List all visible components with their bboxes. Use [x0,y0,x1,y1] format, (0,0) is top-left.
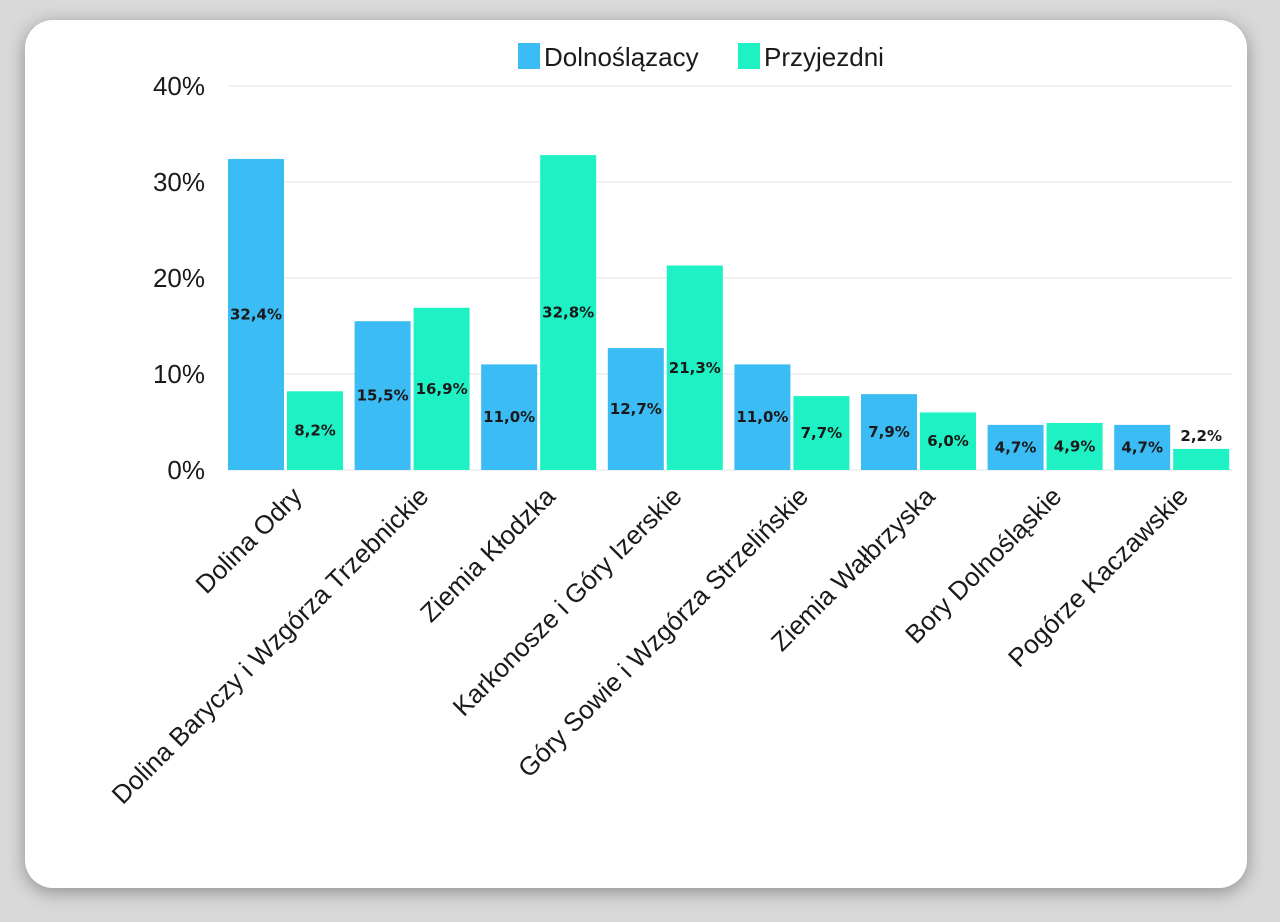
data-label: 11,0% [483,408,535,426]
bar-dolnoslazacy [861,394,917,470]
bar-przyjezdni [1046,422,1103,470]
data-label: 15,5% [357,387,409,405]
legend-swatch-przyjezdni [738,43,760,69]
bar-przyjezdni [540,155,597,470]
category-label: Ziemia Kłodzka [414,481,561,628]
data-label: 8,2% [294,422,336,440]
data-label: 6,0% [927,432,969,450]
category-label: Karkonosze i Góry Izerskie [447,481,688,722]
y-tick-label: 40% [153,71,205,101]
y-tick-label: 0% [167,455,205,485]
data-label: 32,4% [230,305,282,323]
bar-dolnoslazacy [734,364,791,470]
data-label: 4,9% [1054,437,1096,455]
data-label: 2,2% [1180,427,1222,445]
bar-przyjezdni [1173,448,1230,470]
legend-swatch-dolnoslazacy [518,43,540,69]
bar-przyjezdni [793,396,850,470]
bar-dolnoslazacy [354,321,411,470]
y-tick-label: 10% [153,359,205,389]
data-label: 21,3% [669,359,721,377]
data-label: 4,7% [995,438,1037,456]
data-label: 32,8% [542,304,594,322]
data-label: 7,7% [801,424,843,442]
data-label: 4,7% [1121,438,1163,456]
data-label: 16,9% [416,380,468,398]
data-label: 11,0% [736,408,788,426]
bar-dolnoslazacy [607,348,664,470]
bar-przyjezdni [920,412,976,470]
bar-dolnoslazacy [228,158,284,470]
legend-label-dolnoslazacy: Dolnoślązacy [544,42,699,72]
bar-przyjezdni [413,307,470,470]
bar-przyjezdni [287,391,343,470]
data-label: 12,7% [610,400,662,418]
data-label: 7,9% [868,423,910,441]
bar-dolnoslazacy [481,364,538,470]
bar-dolnoslazacy [987,424,1044,470]
y-tick-label: 20% [153,263,205,293]
bar-dolnoslazacy [1114,424,1171,470]
category-label: Dolina Odry [189,481,307,599]
y-tick-label: 30% [153,167,205,197]
legend-label-przyjezdni: Przyjezdni [764,42,884,72]
bar-przyjezdni [666,265,723,470]
